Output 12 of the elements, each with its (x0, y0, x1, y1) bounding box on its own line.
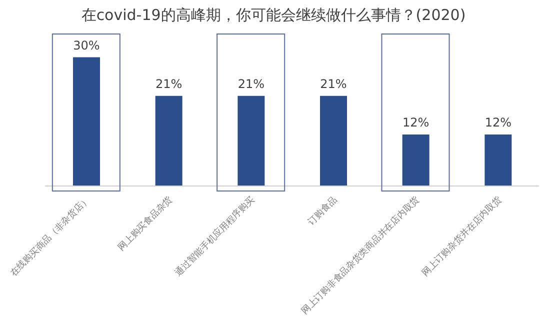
x-tick-label: 通过智能手机应用程序购买 (172, 194, 257, 278)
x-tick-label: 订购食品 (306, 194, 340, 228)
data-label: 21% (320, 76, 347, 91)
data-label: 12% (402, 116, 430, 130)
data-label: 12% (484, 116, 512, 130)
chart-title: 在covid-19的高峰期，你可能会继续做什么事情？(2020) (80, 5, 467, 26)
x-tick-label: 在线购买商品（非杂货店） (8, 194, 92, 278)
data-label: 21% (155, 76, 182, 91)
data-label: 30% (73, 38, 100, 52)
x-tick-label: 网上购买食品杂货 (116, 194, 175, 254)
data-label: 21% (238, 76, 265, 91)
x-tick-label: 网上订购杂货并在店内取货 (420, 194, 504, 278)
